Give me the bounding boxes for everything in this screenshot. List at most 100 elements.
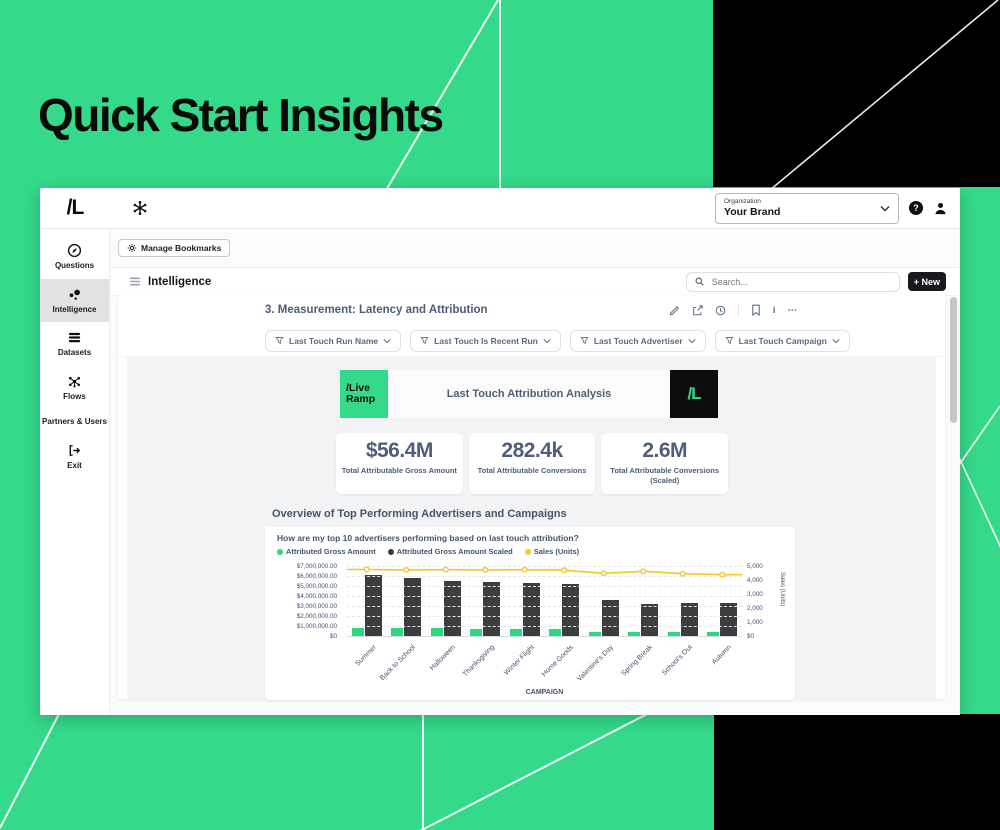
legend-item-attributed-gross-amount[interactable]: Attributed Gross Amount [277, 547, 376, 556]
legend-item-sales-units[interactable]: Sales (Units) [524, 547, 580, 556]
sidebar-item-label: Datasets [57, 348, 92, 358]
attributed-gross-scaled-bar[interactable] [720, 603, 738, 636]
filter-icon [580, 336, 589, 345]
right-axis-tick: $0 [747, 633, 755, 640]
filter-chip-label: Last Touch Advertiser [593, 335, 683, 346]
chart-bar-group-summer [347, 566, 387, 636]
report-header-band: /Live Ramp Last Touch Attribution Analys… [340, 370, 718, 418]
attributed-gross-bar[interactable] [628, 632, 641, 636]
new-button[interactable]: + New [907, 272, 946, 291]
share-icon[interactable] [692, 304, 703, 316]
asterisk-icon[interactable] [132, 200, 148, 216]
sales-line-marker [719, 571, 726, 578]
attributed-gross-bar[interactable] [391, 628, 404, 636]
filter-icon [420, 336, 429, 345]
attributed-gross-scaled-bar[interactable] [483, 582, 501, 636]
info-icon[interactable]: i [772, 304, 776, 316]
x-axis-label: Autumn [711, 644, 734, 667]
kpi-label: Total Attributable Conversions [477, 466, 587, 475]
sidebar-item-questions[interactable]: Questions [40, 235, 109, 279]
flows-icon [67, 374, 82, 389]
sidebar-item-flows[interactable]: Flows [40, 366, 109, 410]
help-icon[interactable]: ? [909, 201, 923, 215]
sales-line-marker [521, 566, 528, 573]
vertical-scrollbar[interactable] [950, 297, 957, 423]
search-input-box[interactable] [685, 271, 900, 292]
dashboard-header: 3. Measurement: Latency and Attribution [118, 295, 945, 325]
left-axis-tick: $5,000,000.00 [296, 583, 337, 590]
left-axis-tick: $7,000,000.00 [296, 563, 337, 570]
x-axis-label: Summer [354, 644, 378, 668]
sales-line-marker [403, 566, 410, 573]
menu-icon[interactable] [130, 277, 140, 286]
legend-label: Sales (Units) [533, 547, 580, 556]
gridline [347, 596, 742, 597]
exit-icon [67, 443, 82, 458]
attributed-gross-bar[interactable] [549, 629, 562, 636]
chart-bar-group-spring-break [624, 566, 664, 636]
filter-chip-last-touch-is-recent-run[interactable]: Last Touch Is Recent Run [410, 329, 561, 352]
filter-icon [275, 336, 284, 345]
legend-item-attributed-gross-amount-scaled[interactable]: Attributed Gross Amount Scaled [387, 547, 513, 556]
filter-chip-last-touch-advertiser[interactable]: Last Touch Advertiser [569, 329, 706, 352]
kpi-value: $56.4M [365, 439, 434, 462]
attributed-gross-scaled-bar[interactable] [562, 584, 580, 636]
right-axis-tick: 5,000 [747, 563, 763, 570]
attributed-gross-scaled-bar[interactable] [443, 581, 461, 636]
bookmark-icon[interactable] [751, 304, 761, 316]
chart-bar-group-home-goods [545, 566, 585, 636]
right-axis-tick: 1,000 [747, 619, 763, 626]
divider [737, 304, 739, 316]
chevron-down-icon [383, 338, 391, 344]
sidebar-item-label: Flows [63, 391, 86, 401]
user-icon[interactable] [933, 201, 948, 216]
attributed-gross-bar[interactable] [509, 628, 522, 636]
main-content: Manage Bookmarks Intelligence [110, 229, 960, 715]
attributed-gross-bar[interactable] [588, 631, 601, 636]
sidebar-item-partners-users[interactable]: Partners & Users [40, 409, 109, 435]
sidebar-item-exit[interactable]: Exit [40, 435, 109, 479]
gridline [347, 616, 742, 617]
sidebar-item-datasets[interactable]: Datasets [40, 322, 109, 366]
liveramp-logo: /Live Ramp [340, 370, 388, 418]
attributed-gross-scaled-bar[interactable] [601, 600, 619, 636]
liveramp-l-logo: /L [670, 370, 718, 418]
x-axis-title: CAMPAIGN [525, 689, 564, 696]
chart-bar-group-school-s-out [663, 566, 703, 636]
attributed-gross-scaled-bar[interactable] [364, 575, 382, 636]
section-title: Overview of Top Performing Advertisers a… [272, 508, 567, 520]
organization-value: Your Brand [724, 205, 781, 218]
manage-bookmarks-button[interactable]: Manage Bookmarks [118, 239, 231, 257]
more-icon[interactable]: ⋯ [787, 304, 798, 316]
attributed-gross-bar[interactable] [707, 632, 720, 636]
filter-chip-last-touch-run-name[interactable]: Last Touch Run Name [265, 329, 402, 352]
plot [347, 566, 742, 637]
attributed-gross-bar[interactable] [351, 628, 364, 636]
liveramp-mark-logo: /L [66, 196, 85, 219]
black-panel-bottom-right [714, 714, 1000, 830]
attributed-gross-bar[interactable] [430, 628, 443, 636]
attributed-gross-scaled-bar[interactable] [522, 582, 540, 636]
attributed-gross-scaled-bar[interactable] [404, 578, 422, 636]
legend-label: Attributed Gross Amount [286, 547, 376, 556]
content-header-title: Intelligence [148, 275, 212, 288]
chevron-down-icon [880, 205, 890, 212]
attributed-gross-scaled-bar[interactable] [680, 603, 698, 636]
edit-icon[interactable] [669, 305, 680, 316]
kpi-row: $56.4M Total Attributable Gross Amount 282… [336, 433, 729, 495]
history-icon[interactable] [715, 305, 726, 316]
filter-chip-last-touch-campaign[interactable]: Last Touch Campaign [714, 329, 850, 352]
search-input[interactable] [709, 275, 891, 288]
organization-select[interactable]: Organization Your Brand [715, 192, 899, 224]
left-axis-tick: $4,000,000.00 [296, 593, 337, 600]
kpi-value: 2.6M [642, 439, 688, 462]
x-axis-label: School's Out [660, 644, 694, 677]
sales-line-marker [561, 567, 568, 574]
attributed-gross-bar[interactable] [470, 628, 483, 636]
attributed-gross-scaled-bar[interactable] [641, 604, 659, 636]
sales-line-marker [482, 566, 489, 573]
chart-bar-group-back-to-school [387, 566, 427, 636]
sidebar-item-intelligence[interactable]: Intelligence [40, 278, 109, 323]
attributed-gross-bar[interactable] [667, 631, 680, 636]
right-axis-tick: 4,000 [747, 577, 763, 584]
